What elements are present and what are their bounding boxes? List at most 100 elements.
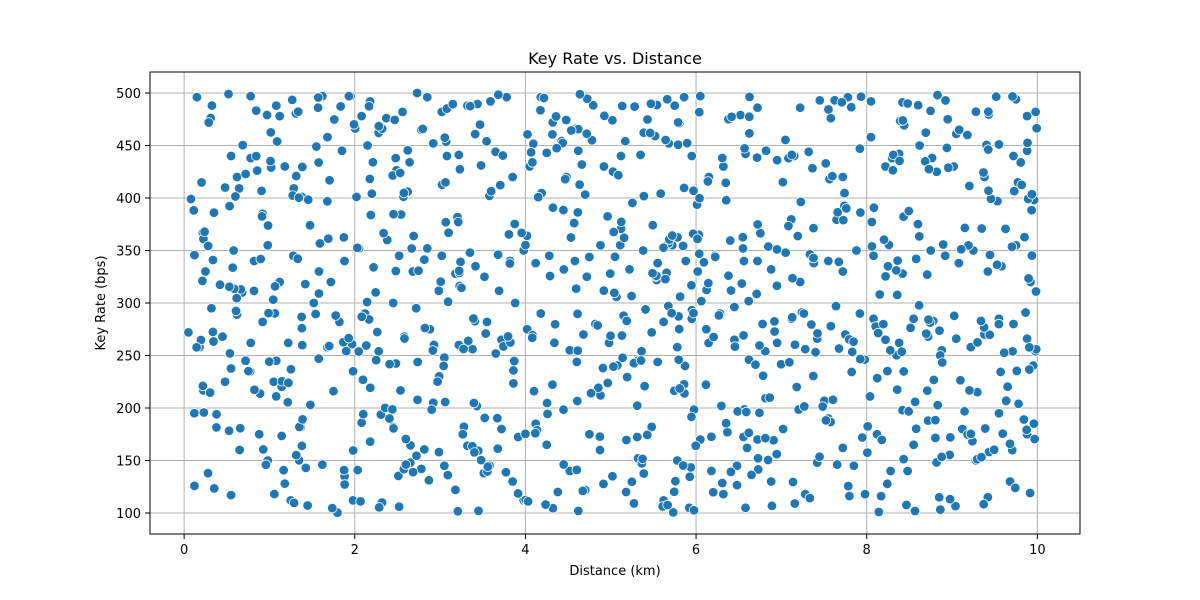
scatter-point (209, 483, 220, 494)
scatter-point (932, 399, 943, 411)
scatter-point (408, 230, 419, 242)
scatter-point (799, 401, 810, 412)
scatter-point (885, 465, 896, 477)
scatter-point (282, 397, 293, 408)
scatter-point (265, 127, 276, 138)
scatter-point (717, 152, 728, 164)
scatter-point (393, 250, 405, 261)
scatter-point (725, 235, 736, 246)
scatter-point (251, 150, 262, 162)
scatter-point (347, 366, 359, 377)
scatter-point (581, 128, 592, 139)
scatter-point (322, 196, 333, 207)
scatter-point (578, 329, 589, 340)
scatter-point (692, 266, 703, 277)
scatter-point (791, 381, 802, 393)
scatter-point (393, 501, 405, 512)
scatter-point (837, 171, 849, 183)
y-tick-label: 500 (116, 87, 141, 102)
scatter-point (669, 486, 680, 497)
scatter-point (777, 176, 789, 188)
scatter-point (1016, 179, 1027, 191)
scatter-point (865, 131, 877, 143)
scatter-point (956, 244, 967, 255)
scatter-point (1023, 273, 1034, 284)
scatter-point (454, 164, 466, 175)
scatter-point (579, 189, 591, 200)
scatter-point (660, 134, 671, 146)
scatter-point (632, 431, 643, 443)
scatter-point (880, 334, 891, 345)
scatter-point (251, 165, 263, 176)
scatter-point (962, 129, 973, 141)
scatter-point (794, 102, 806, 113)
scatter-point (311, 141, 322, 152)
scatter-point (317, 459, 328, 470)
scatter-point (560, 173, 571, 185)
scatter-point (605, 268, 616, 279)
scatter-point (928, 374, 940, 386)
scatter-point (535, 105, 546, 116)
scatter-point (500, 467, 512, 478)
scatter-point (479, 412, 490, 424)
scatter-point (558, 264, 570, 275)
scatter-point (297, 161, 308, 173)
scatter-point (341, 345, 352, 357)
scatter-point (983, 185, 994, 196)
scatter-point (617, 352, 628, 363)
scatter-point (787, 312, 798, 323)
scatter-point (771, 280, 783, 291)
x-tick-label: 4 (521, 543, 529, 558)
scatter-point (497, 150, 509, 161)
scatter-point (407, 466, 419, 478)
scatter-point (440, 216, 452, 228)
scatter-point (608, 226, 619, 238)
scatter-point (464, 100, 476, 112)
scatter-point (568, 217, 580, 229)
scatter-point (912, 218, 924, 230)
scatter-point (660, 273, 671, 285)
scatter-point (1006, 241, 1018, 252)
scatter-point (922, 269, 933, 280)
scatter-point (696, 295, 707, 307)
scatter-point (698, 257, 710, 268)
scatter-point (572, 207, 584, 218)
scatter-point (355, 496, 366, 507)
scatter-point (468, 397, 480, 409)
scatter-point (670, 475, 681, 487)
y-tick-label: 400 (116, 192, 141, 207)
scatter-point (411, 450, 422, 461)
scatter-point (855, 91, 867, 102)
scatter-point (308, 297, 320, 309)
chart-title: Key Rate vs. Distance (528, 49, 702, 68)
scatter-point (640, 304, 651, 315)
scatter-point (944, 493, 956, 505)
scatter-point (541, 439, 552, 450)
scatter-point (202, 240, 214, 252)
scatter-point (285, 364, 297, 375)
scatter-point (366, 188, 378, 199)
scatter-point (1026, 204, 1037, 216)
scatter-point (735, 109, 746, 121)
scatter-point (694, 106, 705, 118)
scatter-point (549, 319, 561, 330)
scatter-point (892, 289, 903, 301)
scatter-point (522, 129, 533, 140)
scatter-point (642, 114, 653, 125)
scatter-point (920, 127, 932, 138)
scatter-point (245, 337, 256, 349)
y-tick-label: 250 (116, 350, 141, 365)
scatter-point (925, 105, 936, 117)
scatter-point (787, 476, 799, 488)
scatter-point (875, 490, 887, 502)
scatter-point (343, 90, 355, 102)
scatter-point (983, 106, 994, 117)
scatter-point (743, 427, 754, 438)
scatter-point (723, 270, 734, 281)
scatter-point (806, 319, 817, 330)
scatter-point (587, 100, 599, 111)
scatter-point (388, 208, 399, 220)
scatter-point (208, 207, 220, 218)
scatter-point (763, 241, 774, 252)
